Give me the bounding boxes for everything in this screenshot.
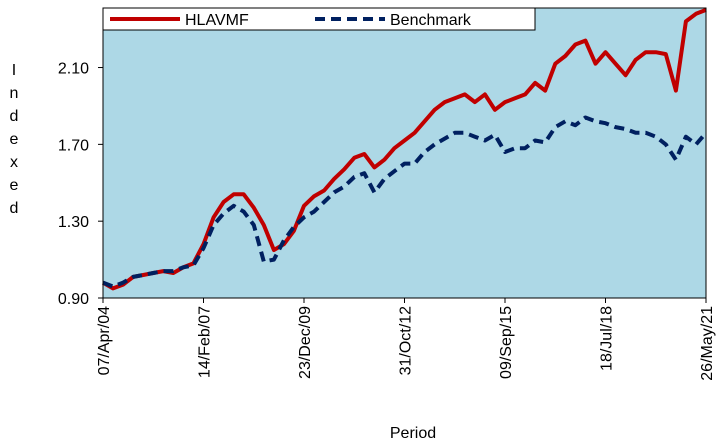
y-tick-label: 0.90 bbox=[58, 291, 89, 308]
legend-label: HLAVMF bbox=[185, 12, 249, 29]
x-tick-label: 23/Dec/09 bbox=[297, 306, 314, 379]
x-tick-label: 31/Oct/12 bbox=[398, 306, 415, 375]
x-tick-label: 18/Jul/18 bbox=[599, 306, 616, 371]
legend-label: Benchmark bbox=[390, 12, 472, 29]
x-tick-label: 09/Sep/15 bbox=[498, 306, 515, 379]
x-tick-label: 07/Apr/04 bbox=[96, 306, 113, 375]
series-line bbox=[102, 115, 708, 289]
x-tick-label: 26/May/21 bbox=[699, 306, 716, 381]
x-axis-label: Period bbox=[390, 425, 436, 442]
y-tick-label: 1.70 bbox=[58, 137, 89, 154]
y-tick-label: 2.10 bbox=[58, 61, 89, 78]
y-axis-label: Indexed bbox=[6, 62, 23, 223]
x-tick-label: 14/Feb/07 bbox=[197, 306, 214, 378]
legend: HLAVMF Benchmark bbox=[102, 7, 536, 31]
y-tick-label: 1.30 bbox=[58, 214, 89, 231]
plot-area bbox=[103, 8, 706, 298]
